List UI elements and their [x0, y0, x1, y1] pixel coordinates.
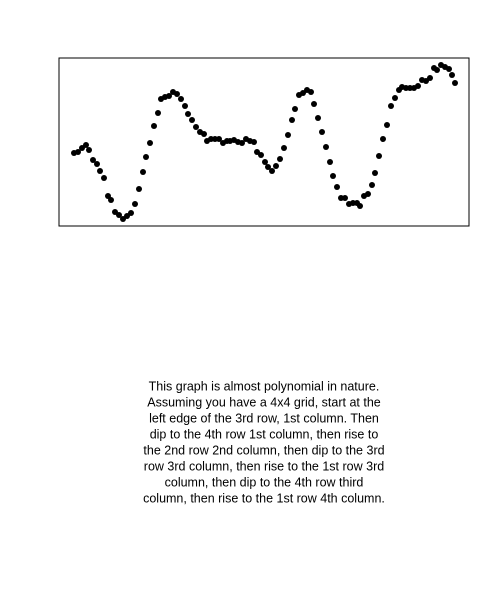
caption-line: the 2nd row 2nd column, then dip to the …: [143, 443, 384, 457]
point: [216, 136, 222, 142]
point: [140, 169, 146, 175]
point: [334, 184, 340, 190]
point: [86, 147, 92, 153]
point: [434, 67, 440, 73]
point: [258, 152, 264, 158]
point: [369, 182, 375, 188]
point: [189, 117, 195, 123]
caption-line: column, then dip to the 4th row third: [165, 475, 364, 489]
point: [388, 103, 394, 109]
point: [415, 83, 421, 89]
point: [101, 175, 107, 181]
point: [97, 168, 103, 174]
caption-line: dip to the 4th row 1st column, then rise…: [150, 427, 379, 441]
point: [185, 111, 191, 117]
point: [427, 75, 433, 81]
caption-line: left edge of the 3rd row, 1st column. Th…: [149, 411, 379, 425]
point: [449, 72, 455, 78]
point: [342, 195, 348, 201]
point: [94, 161, 100, 167]
point: [281, 145, 287, 151]
point: [193, 124, 199, 130]
point: [277, 156, 283, 162]
point: [166, 93, 172, 99]
point: [151, 123, 157, 129]
point: [327, 159, 333, 165]
point: [174, 91, 180, 97]
caption-line: Assuming you have a 4x4 grid, start at t…: [147, 395, 381, 409]
point: [178, 96, 184, 102]
point: [90, 157, 96, 163]
point: [315, 115, 321, 121]
plot-frame: [58, 57, 470, 227]
point: [273, 163, 279, 169]
point: [357, 203, 363, 209]
point: [319, 129, 325, 135]
caption-line: column, then rise to the 1st row 4th col…: [143, 491, 385, 505]
point: [372, 170, 378, 176]
point: [269, 168, 275, 174]
point: [365, 191, 371, 197]
point: [289, 117, 295, 123]
point: [75, 149, 81, 155]
point: [132, 201, 138, 207]
point: [446, 66, 452, 72]
point: [380, 136, 386, 142]
point: [308, 89, 314, 95]
point: [311, 101, 317, 107]
point: [384, 122, 390, 128]
point: [265, 164, 271, 170]
point: [330, 173, 336, 179]
point: [83, 142, 89, 148]
point: [392, 95, 398, 101]
point: [292, 106, 298, 112]
point: [116, 212, 122, 218]
point: [182, 103, 188, 109]
point: [143, 154, 149, 160]
caption-line: row 3rd column, then rise to the 1st row…: [144, 459, 384, 473]
point: [262, 159, 268, 165]
point: [155, 110, 161, 116]
point: [376, 153, 382, 159]
point: [251, 139, 257, 145]
point: [128, 210, 134, 216]
caption-line: This graph is almost polynomial in natur…: [149, 379, 380, 393]
point: [452, 80, 458, 86]
point: [147, 140, 153, 146]
point: [285, 132, 291, 138]
point: [136, 186, 142, 192]
point: [323, 144, 329, 150]
point: [108, 197, 114, 203]
point: [201, 131, 207, 137]
point: [239, 140, 245, 146]
